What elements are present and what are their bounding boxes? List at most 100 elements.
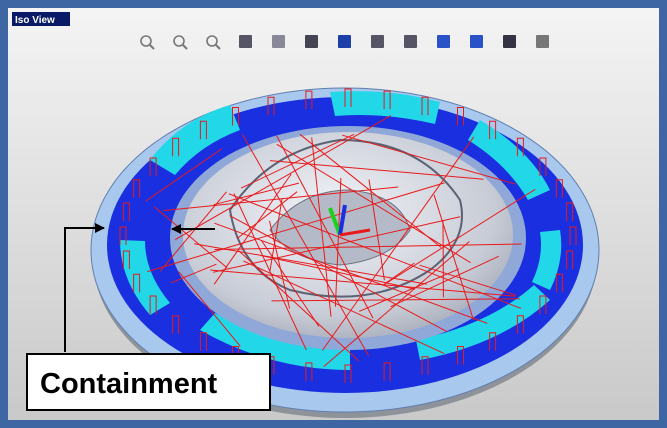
toolpath-segment (175, 115, 392, 241)
toolpath-plunge (267, 96, 275, 116)
toolpath-segment (311, 137, 332, 317)
toolbar-button[interactable] (338, 35, 351, 48)
toolbar-button[interactable] (404, 35, 417, 48)
toolbar-button[interactable] (371, 35, 384, 48)
toolpath-segment (271, 298, 520, 302)
toolpath-segment (243, 260, 445, 355)
view-icon[interactable] (371, 35, 384, 48)
toolpath-plunge (539, 295, 547, 314)
toolpath-plunge (539, 157, 547, 176)
toolbar-button[interactable] (272, 35, 285, 48)
toolpath-plunge (305, 90, 313, 110)
toolbar-button[interactable] (173, 35, 188, 50)
toolpath-segment (145, 148, 223, 202)
zoom-handle[interactable] (182, 44, 188, 50)
view-icon[interactable] (239, 35, 252, 48)
view-icon[interactable] (272, 35, 285, 48)
toolpath-plunge (569, 226, 577, 245)
toolpath-plunge (119, 226, 127, 245)
toolpath-segment (433, 194, 474, 320)
toolpath-plunge (232, 107, 239, 126)
toolpath-plunge (199, 120, 207, 140)
toolpath-segment (170, 263, 217, 284)
toolpath-segment (334, 177, 342, 307)
toolpath-plunge (344, 364, 352, 383)
toolbar-button[interactable] (305, 35, 318, 48)
toolpath-plunge (133, 273, 141, 293)
toolbar-button[interactable] (140, 35, 155, 50)
toolpath-plunge (457, 107, 464, 126)
view-icon[interactable] (404, 35, 417, 48)
toolpath-segment (240, 133, 355, 189)
toolpath-plunge (489, 332, 497, 351)
zoom-icon[interactable] (173, 35, 185, 47)
toolpath-plunge (457, 346, 464, 365)
toolbar-button[interactable] (239, 35, 252, 48)
toolpath-segment (214, 243, 522, 250)
toolpath-segment (382, 188, 536, 287)
toolpath-plunge (305, 362, 313, 381)
view-icon[interactable] (503, 35, 516, 48)
toolpath-segment (238, 250, 360, 362)
view-label: Iso View (15, 15, 55, 26)
cyan-features (120, 91, 562, 370)
toolpath-segment (342, 134, 516, 185)
toolpath-plunge (172, 315, 180, 334)
toolpath-segment (269, 220, 291, 309)
zoom-handle[interactable] (215, 44, 221, 50)
toolbar-button[interactable] (503, 35, 516, 48)
toolpath-segment (233, 193, 307, 351)
toolpath-segment (269, 160, 484, 180)
toolbar-button[interactable] (536, 35, 549, 48)
callout-label: Containment (40, 368, 218, 400)
toolpath-segment (213, 182, 300, 206)
toolpath-segment (260, 254, 416, 290)
toolbar-button[interactable] (206, 35, 221, 50)
relief-outline (228, 138, 463, 298)
zoom-handle[interactable] (149, 44, 155, 50)
toolpath-segment (163, 186, 399, 212)
view-icon[interactable] (470, 35, 483, 48)
view-icon[interactable] (536, 35, 549, 48)
toolbar-button[interactable] (437, 35, 450, 48)
toolbar-button[interactable] (470, 35, 483, 48)
toolpath-segment (419, 264, 517, 296)
callout-box (26, 353, 271, 411)
toolpath-plunge (555, 179, 563, 198)
toolpath-plunge (516, 315, 524, 334)
toolbar (140, 35, 549, 50)
callout: Containment (26, 223, 271, 411)
view-icon[interactable] (437, 35, 450, 48)
axis-triad (328, 204, 371, 237)
toolpath-plunge (489, 120, 497, 140)
view-label-bg (12, 12, 70, 26)
toolpath-segment (212, 216, 461, 273)
toolpath-segment (194, 243, 427, 285)
toolpath-plunge (172, 137, 180, 157)
toolpath-plunge (344, 88, 352, 107)
toolpath-segment (359, 268, 460, 312)
toolpath-segment (154, 206, 228, 269)
toolpath-plunge (122, 250, 130, 269)
toolpath-plunge (122, 202, 130, 221)
view-icon[interactable] (305, 35, 318, 48)
toolpath-segment (269, 198, 283, 272)
toolpath-segment (213, 173, 292, 285)
toolpath-plunge (383, 362, 391, 381)
toolpath-plunge (199, 332, 207, 351)
toolpath-plunge (555, 273, 563, 293)
toolpath-segment (276, 135, 374, 319)
zoom-icon[interactable] (140, 35, 152, 47)
zoom-icon[interactable] (206, 35, 218, 47)
toolpath-plunge (133, 179, 141, 198)
toolpath-segment (260, 239, 320, 327)
toolpath-segment (390, 255, 499, 308)
toolpath-segment (178, 271, 241, 347)
view-icon[interactable] (338, 35, 351, 48)
toolpath-segment (321, 136, 475, 351)
toolpath-segment (228, 193, 521, 309)
toolpath-plunge (149, 295, 157, 314)
toolpath-plunge (149, 157, 157, 176)
toolpath-segment (229, 215, 448, 333)
